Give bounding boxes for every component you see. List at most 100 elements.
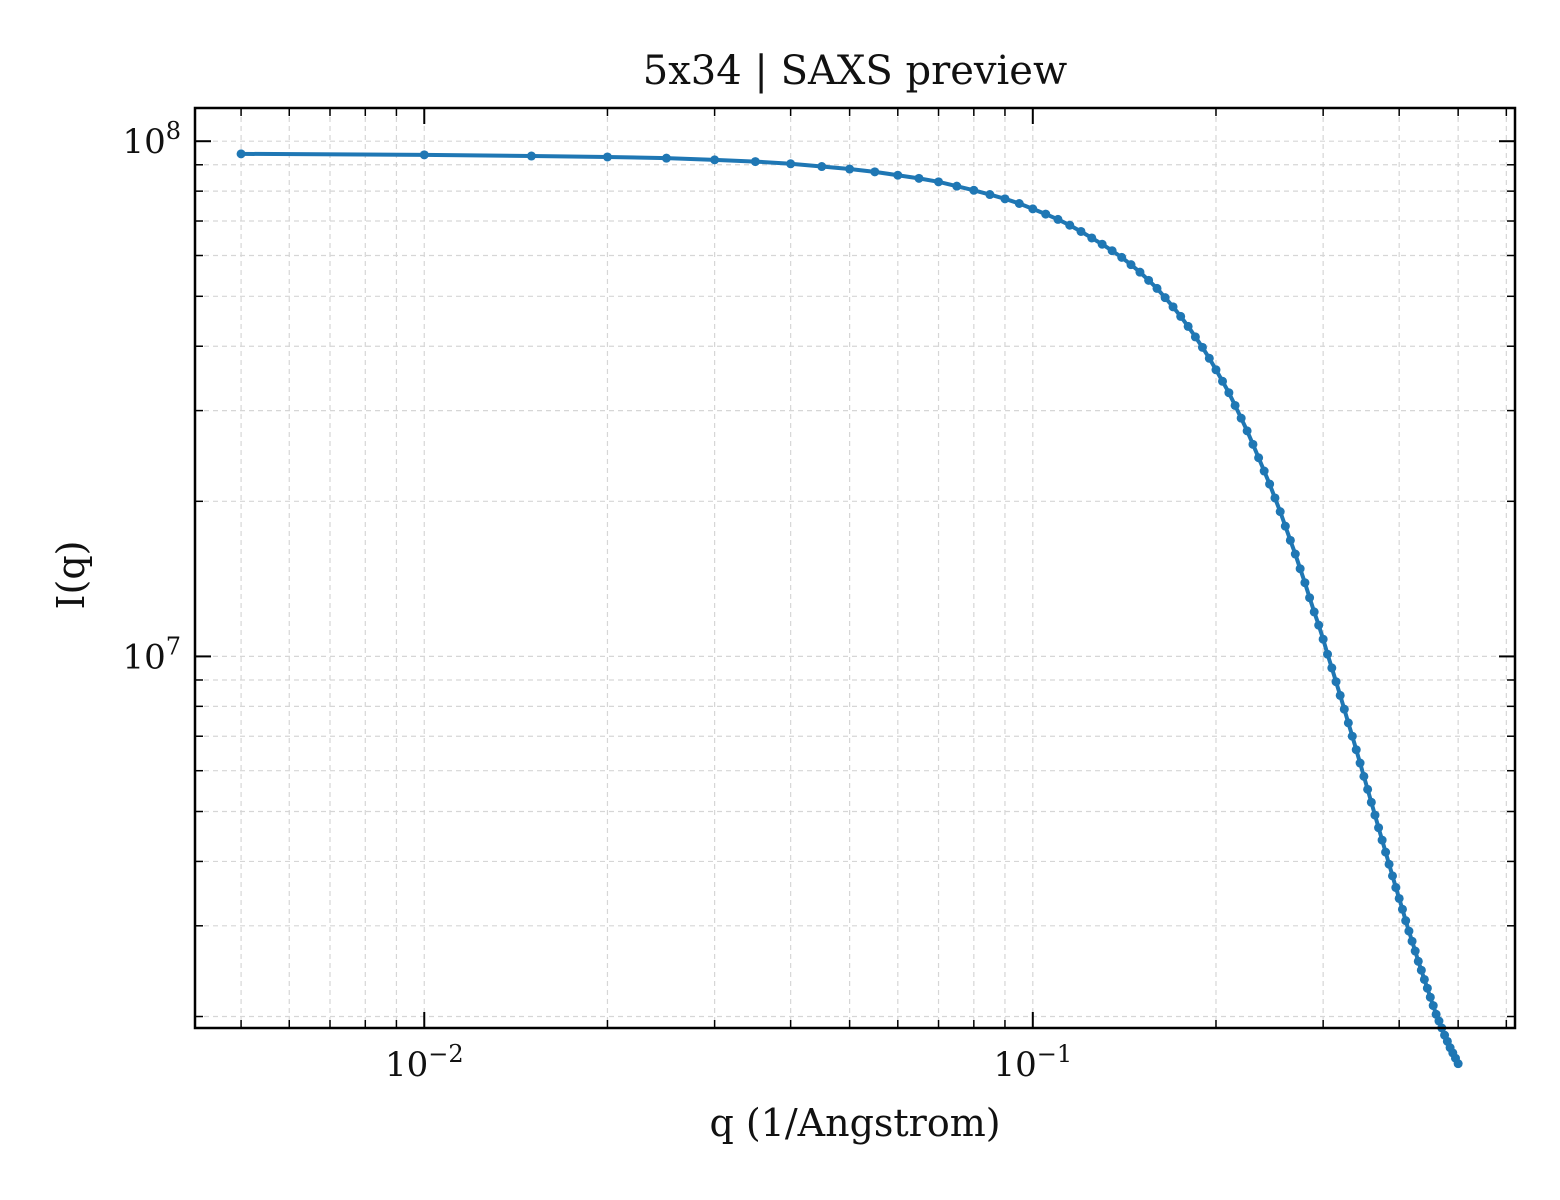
data-point (1366, 797, 1376, 807)
data-point (1318, 634, 1328, 644)
data-point (985, 190, 995, 200)
data-point (1359, 771, 1369, 781)
data-point (1410, 946, 1420, 956)
data-point (1275, 507, 1285, 517)
data-point (1135, 267, 1145, 277)
data-point (952, 181, 962, 191)
data-point (1211, 365, 1221, 375)
data-point (750, 157, 760, 167)
data-point (1453, 1059, 1463, 1069)
data-point (1419, 974, 1429, 984)
data-point (1265, 479, 1275, 489)
plot-frame (193, 106, 1517, 1030)
data-point (1176, 311, 1186, 321)
data-point (1391, 883, 1401, 893)
data-point (1183, 321, 1193, 331)
data-point (1160, 293, 1170, 303)
data-point (1407, 936, 1417, 946)
data-point (1041, 209, 1051, 219)
data-point (1413, 956, 1423, 966)
data-point (1314, 620, 1324, 630)
data-point (1323, 649, 1333, 659)
grid (195, 108, 1515, 1028)
y-axis-label: I(q) (49, 541, 93, 610)
data-point (1381, 847, 1391, 857)
data-point (419, 150, 429, 160)
data-point (1259, 466, 1269, 476)
x-tick-label: 10−2 (385, 1040, 464, 1085)
data-point (1431, 1009, 1441, 1019)
data-point (1280, 521, 1290, 531)
chart-title: 5x34 | SAXS preview (643, 48, 1067, 94)
data-point (1370, 810, 1380, 820)
data-point (1422, 983, 1432, 993)
data-point (1384, 859, 1394, 869)
data-point (1230, 400, 1240, 410)
data-point (1126, 260, 1136, 270)
data-point (1204, 353, 1214, 363)
data-point (1224, 388, 1234, 398)
data-point (1028, 204, 1038, 214)
data-point (969, 185, 979, 195)
data-point (1197, 342, 1207, 352)
series (236, 149, 1463, 1069)
data-point (1290, 549, 1300, 559)
data-point (1014, 199, 1024, 208)
data-point (1351, 745, 1361, 755)
data-point (1335, 690, 1345, 700)
data-point (710, 155, 720, 165)
data-point (1347, 731, 1357, 741)
data-point (526, 151, 536, 161)
data-point (1416, 965, 1426, 975)
data-point (1087, 233, 1097, 243)
data-point (1363, 784, 1373, 794)
data-point (1355, 758, 1365, 768)
data-point (893, 170, 903, 180)
data-point (1327, 663, 1337, 673)
data-point (1394, 893, 1404, 903)
data-point (602, 152, 612, 162)
data-point (1097, 239, 1107, 249)
x-tick-label: 10−1 (993, 1040, 1072, 1085)
data-point (1404, 926, 1414, 936)
data-point (1401, 916, 1411, 926)
data-point (1387, 871, 1397, 881)
data-point (1428, 1001, 1438, 1011)
data-point (236, 149, 246, 159)
data-point (1300, 578, 1310, 588)
data-point (1107, 246, 1117, 256)
data-point (1248, 439, 1258, 449)
data-point (1117, 252, 1127, 262)
y-tick-label: 107 (122, 632, 181, 677)
data-point (817, 162, 827, 172)
series-line (241, 151, 1460, 1065)
data-point (1065, 220, 1075, 230)
data-point (1168, 302, 1178, 312)
y-tick-label: 108 (122, 117, 181, 162)
axis-ticks: 10−2 10−1 107 108 (122, 108, 1515, 1085)
data-point (1397, 904, 1407, 914)
data-point (1434, 1016, 1444, 1026)
data-point (1144, 275, 1154, 285)
data-point (1190, 332, 1200, 342)
data-point (1236, 413, 1246, 423)
data-point (1309, 607, 1319, 617)
data-point (1000, 194, 1010, 204)
data-point (1270, 493, 1280, 503)
data-point (1377, 835, 1387, 845)
data-point (1425, 992, 1435, 1002)
data-point (786, 159, 796, 169)
data-point (1295, 564, 1305, 574)
data-point (1305, 593, 1315, 603)
data-point (1339, 704, 1349, 714)
x-axis-label: q (1/Angstrom) (709, 1101, 1000, 1145)
data-point (661, 153, 671, 163)
data-point (1053, 214, 1063, 224)
data-point (1218, 376, 1228, 386)
data-point (914, 173, 924, 183)
data-point (1285, 535, 1295, 545)
data-point (870, 167, 880, 177)
data-point (1374, 823, 1384, 833)
